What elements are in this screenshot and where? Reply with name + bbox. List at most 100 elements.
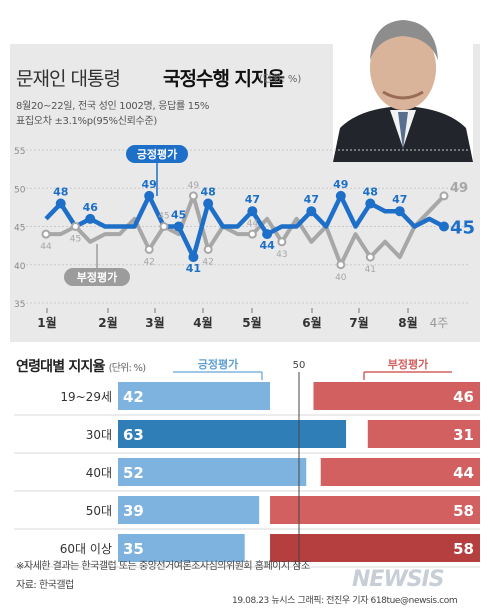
x-tick-label: 5월 bbox=[242, 315, 261, 330]
survey-line-2: 표집오차 ±3.1%p(95%신뢰수준) bbox=[16, 116, 157, 127]
negative-point bbox=[203, 244, 213, 254]
positive-value-label: 41 bbox=[186, 262, 201, 275]
negative-point bbox=[277, 237, 287, 247]
negative-value-label: 49 bbox=[450, 181, 468, 196]
age-chart-unit: (단위: %) bbox=[108, 363, 146, 374]
president-portrait bbox=[333, 12, 473, 162]
positive-bar-value: 42 bbox=[123, 388, 144, 406]
negative-point bbox=[159, 222, 169, 231]
y-tick-label: 50 bbox=[14, 185, 26, 195]
survey-info: 8월20~22일, 전국 성인 1002명, 응답률 15% 표집오차 ±3.1… bbox=[16, 99, 209, 129]
x-tick-label: 6월 bbox=[302, 315, 321, 330]
negative-value-label: 43 bbox=[276, 250, 287, 260]
age-chart-title-text: 연령대별 지지율 bbox=[16, 359, 105, 375]
line-chart-x-axis: 1월 2월 3월 4월 5월 6월 7월 8월 4주 bbox=[37, 308, 448, 330]
positive-bar bbox=[118, 496, 260, 524]
positive-bar bbox=[118, 534, 245, 562]
positive-value-label: 49 bbox=[142, 178, 157, 191]
positive-value-label: 48 bbox=[363, 186, 378, 199]
positive-bar bbox=[118, 382, 271, 410]
age-category-label: 30대 bbox=[86, 428, 112, 442]
negative-value-label: 49 bbox=[188, 181, 200, 191]
negative-bar bbox=[313, 382, 480, 410]
positive-bar-value: 39 bbox=[123, 502, 144, 520]
y-tick-label: 40 bbox=[14, 262, 26, 272]
positive-value-label: 48 bbox=[200, 186, 215, 199]
negative-bar-value: 46 bbox=[453, 388, 474, 406]
negative-value-label: 42 bbox=[143, 257, 154, 267]
negative-bar bbox=[270, 496, 480, 524]
positive-value-label: 47 bbox=[304, 193, 319, 206]
x-tick-label: 1월 bbox=[37, 315, 56, 330]
positive-bar bbox=[118, 458, 307, 486]
source: 자료: 한국갤럽 bbox=[16, 580, 74, 591]
negative-bar bbox=[270, 534, 480, 562]
age-legend-negative: 부정평가 bbox=[388, 357, 428, 371]
x-tick-label: 4월 bbox=[193, 315, 212, 330]
line-chart-grid: 35 40 45 50 55 bbox=[14, 147, 470, 310]
x-tick-label: 4주 bbox=[430, 316, 449, 330]
legend-negative-label: 부정평가 bbox=[77, 270, 117, 284]
positive-point bbox=[144, 190, 155, 201]
positive-point bbox=[247, 206, 258, 217]
positive-point bbox=[335, 190, 346, 201]
negative-bar-value: 31 bbox=[453, 426, 474, 444]
newsis-watermark: NEWSIS bbox=[352, 567, 445, 592]
negative-bar-value: 44 bbox=[453, 464, 474, 482]
negative-point bbox=[41, 229, 51, 239]
chart-title-main: 문재인 대통령 bbox=[16, 68, 121, 90]
age-category-label: 50대 bbox=[86, 504, 112, 518]
positive-point bbox=[55, 198, 66, 209]
positive-point bbox=[85, 213, 96, 224]
positive-value-label: 45 bbox=[450, 218, 475, 239]
positive-point bbox=[394, 206, 405, 217]
legend-positive-label: 긍정평가 bbox=[137, 147, 177, 161]
age-chart-title: 연령대별 지지율 (단위: %) bbox=[16, 356, 146, 376]
negative-point bbox=[439, 191, 449, 201]
positive-bar-value: 52 bbox=[123, 464, 144, 482]
positive-bar-value: 35 bbox=[123, 540, 144, 558]
age-category-label: 40대 bbox=[86, 466, 112, 480]
negative-value-label: 40 bbox=[335, 273, 347, 283]
age-category-label: 60대 이상 bbox=[60, 542, 112, 556]
negative-point bbox=[70, 222, 80, 231]
negative-value-label: 44 bbox=[247, 219, 259, 229]
negative-value-label: 41 bbox=[365, 265, 376, 275]
survey-line-1: 8월20~22일, 전국 성인 1002명, 응답률 15% bbox=[16, 101, 210, 112]
y-tick-label: 45 bbox=[14, 224, 25, 234]
y-tick-label: 55 bbox=[14, 147, 25, 157]
positive-value-label: 45 bbox=[171, 209, 186, 222]
negative-point bbox=[188, 191, 198, 201]
age-legend-positive: 긍정평가 bbox=[198, 357, 238, 371]
positive-point bbox=[365, 198, 376, 209]
negative-bar bbox=[367, 420, 480, 448]
midline-label: 50 bbox=[293, 360, 306, 371]
positive-point bbox=[439, 221, 449, 232]
positive-value-label: 44 bbox=[259, 239, 275, 252]
positive-point bbox=[262, 229, 273, 240]
negative-point bbox=[144, 244, 154, 254]
positive-point bbox=[306, 206, 317, 217]
line-chart-series bbox=[44, 193, 446, 267]
negative-point bbox=[365, 252, 375, 262]
legend-positive-badge bbox=[126, 145, 188, 163]
negative-bar-value: 58 bbox=[453, 540, 474, 558]
chart-title-bold: 국정수행 지지율 bbox=[163, 68, 285, 90]
negative-value-label: 45 bbox=[70, 235, 81, 245]
chart-unit: (단위: %) bbox=[259, 74, 302, 85]
x-tick-label: 3월 bbox=[145, 315, 164, 330]
positive-series-line bbox=[44, 193, 446, 260]
negative-value-label: 44 bbox=[40, 242, 52, 252]
positive-value-label: 46 bbox=[83, 201, 99, 214]
negative-bar-value: 58 bbox=[453, 502, 474, 520]
negative-value-label: 45 bbox=[158, 212, 169, 222]
age-category-label: 19~29세 bbox=[60, 390, 112, 404]
positive-point bbox=[173, 221, 184, 232]
positive-value-label: 49 bbox=[333, 178, 348, 191]
positive-point bbox=[188, 252, 199, 263]
x-tick-label: 2월 bbox=[98, 315, 117, 330]
footnote: ※자세한 결과는 한국갤럽 또는 중앙선거여론조사심의위원회 홈페이지 참조 bbox=[16, 561, 310, 572]
positive-bar bbox=[118, 420, 347, 448]
